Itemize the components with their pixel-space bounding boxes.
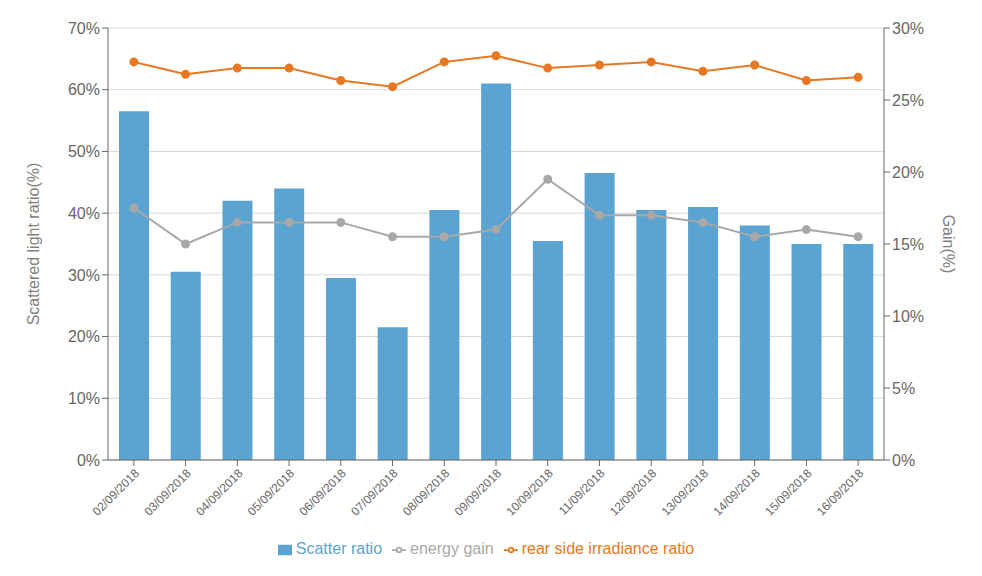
svg-text:30%: 30% <box>892 20 924 37</box>
svg-text:12/09/2018: 12/09/2018 <box>607 466 660 519</box>
svg-text:10%: 10% <box>68 390 100 407</box>
svg-text:06/09/2018: 06/09/2018 <box>297 466 350 519</box>
svg-text:03/09/2018: 03/09/2018 <box>141 466 194 519</box>
svg-text:0%: 0% <box>892 452 915 469</box>
svg-text:16/09/2018: 16/09/2018 <box>814 466 867 519</box>
svg-text:Gain(%): Gain(%) <box>940 215 957 274</box>
svg-text:40%: 40% <box>68 205 100 222</box>
svg-text:10/09/2018: 10/09/2018 <box>504 466 557 519</box>
svg-text:30%: 30% <box>68 267 100 284</box>
svg-text:08/09/2018: 08/09/2018 <box>400 466 453 519</box>
svg-text:20%: 20% <box>892 164 924 181</box>
svg-text:0%: 0% <box>77 452 100 469</box>
svg-text:14/09/2018: 14/09/2018 <box>710 466 763 519</box>
svg-text:20%: 20% <box>68 328 100 345</box>
svg-text:70%: 70% <box>68 20 100 37</box>
svg-text:Scattered light ratio(%): Scattered light ratio(%) <box>25 163 42 326</box>
html-text:Scatter ratio: Scatter ratio <box>295 540 382 557</box>
svg-text:25%: 25% <box>892 92 924 109</box>
html-text:rear side irradiance ratio: rear side irradiance ratio <box>521 540 695 557</box>
svg-text:50%: 50% <box>68 143 100 160</box>
svg-text:60%: 60% <box>68 81 100 98</box>
svg-text:13/09/2018: 13/09/2018 <box>659 466 712 519</box>
svg-text:09/09/2018: 09/09/2018 <box>452 466 505 519</box>
svg-text:04/09/2018: 04/09/2018 <box>193 466 246 519</box>
svg-text:10%: 10% <box>892 308 924 325</box>
svg-text:5%: 5% <box>892 380 915 397</box>
html-text:energy gain: energy gain <box>410 540 494 557</box>
svg-text:05/09/2018: 05/09/2018 <box>245 466 298 519</box>
svg-text:11/09/2018: 11/09/2018 <box>556 466 608 518</box>
svg-text:07/09/2018: 07/09/2018 <box>348 466 401 519</box>
svg-text:15/09/2018: 15/09/2018 <box>762 466 815 519</box>
svg-text:02/09/2018: 02/09/2018 <box>90 466 143 519</box>
svg-text:15%: 15% <box>892 236 924 253</box>
